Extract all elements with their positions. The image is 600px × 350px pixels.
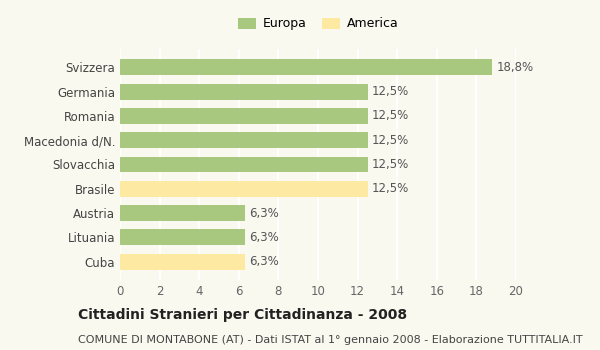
Text: 18,8%: 18,8%	[496, 61, 533, 74]
Text: 12,5%: 12,5%	[371, 158, 409, 171]
Text: 12,5%: 12,5%	[371, 110, 409, 122]
Text: COMUNE DI MONTABONE (AT) - Dati ISTAT al 1° gennaio 2008 - Elaborazione TUTTITAL: COMUNE DI MONTABONE (AT) - Dati ISTAT al…	[78, 335, 583, 345]
Bar	[120, 60, 492, 75]
Bar	[120, 254, 245, 270]
Bar	[120, 181, 367, 197]
Text: 12,5%: 12,5%	[371, 134, 409, 147]
Bar	[120, 156, 367, 173]
Text: 12,5%: 12,5%	[371, 182, 409, 195]
Bar	[120, 230, 245, 245]
Legend: Europa, America: Europa, America	[234, 14, 402, 34]
Text: 12,5%: 12,5%	[371, 85, 409, 98]
Text: 6,3%: 6,3%	[249, 206, 278, 219]
Text: 6,3%: 6,3%	[249, 231, 278, 244]
Bar	[120, 108, 367, 124]
Text: Cittadini Stranieri per Cittadinanza - 2008: Cittadini Stranieri per Cittadinanza - 2…	[78, 308, 407, 322]
Bar	[120, 84, 367, 99]
Text: 6,3%: 6,3%	[249, 255, 278, 268]
Bar	[120, 132, 367, 148]
Bar	[120, 205, 245, 221]
